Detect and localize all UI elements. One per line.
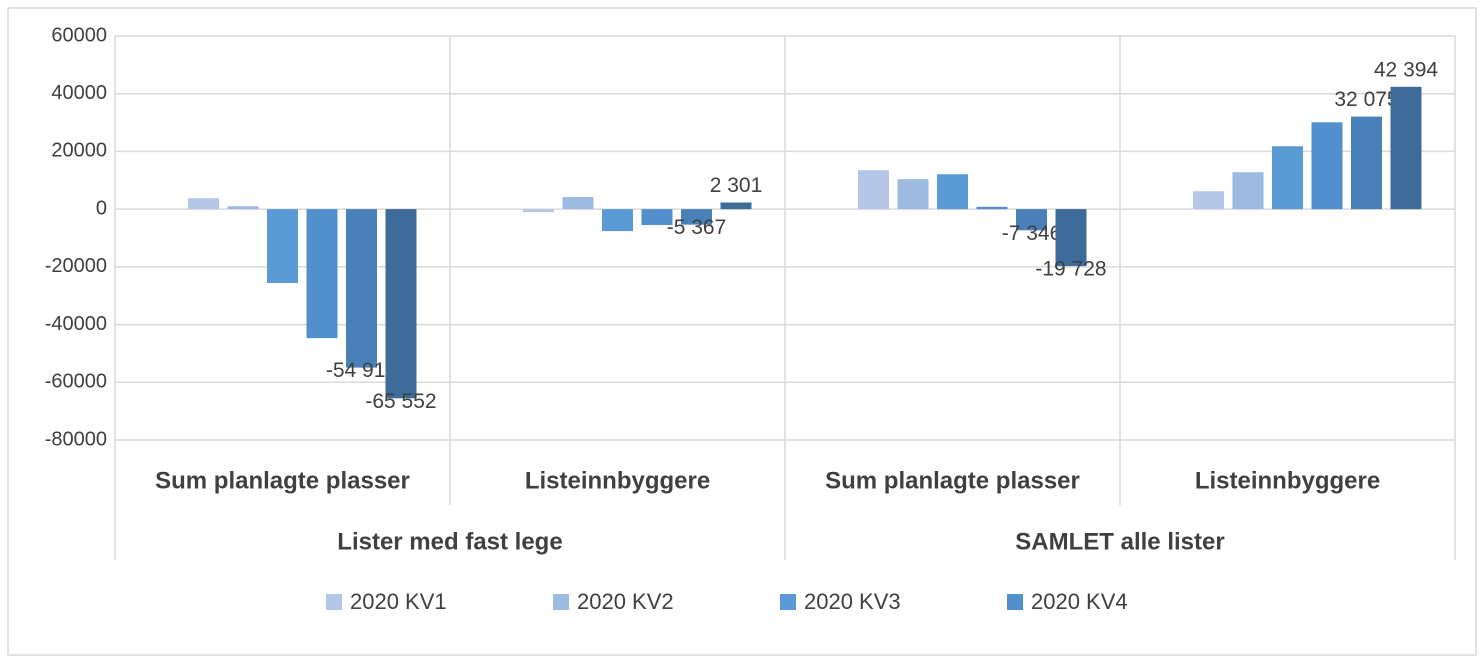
y-tick-label: -20000 xyxy=(45,255,107,277)
legend-swatch xyxy=(553,594,569,610)
value-label: 32 075 xyxy=(1334,88,1398,111)
bar xyxy=(562,197,594,210)
bar xyxy=(720,202,752,210)
group-label: SAMLET alle lister xyxy=(1015,528,1224,555)
value-label: 42 394 xyxy=(1374,58,1439,81)
y-tick-label: 0 xyxy=(96,197,107,219)
bar xyxy=(897,179,929,210)
x-tick-label: Sum planlagte plasser xyxy=(825,467,1080,494)
bar xyxy=(227,206,259,210)
bar xyxy=(1016,209,1047,231)
bar xyxy=(641,209,673,226)
x-tick-label: Listeinnbyggere xyxy=(1195,467,1380,494)
legend-label: 2020 KV2 xyxy=(577,589,674,614)
legend-label: 2020 KV4 xyxy=(1031,589,1128,614)
bar xyxy=(523,209,554,213)
bar xyxy=(1232,172,1264,210)
bar xyxy=(188,198,219,210)
bar xyxy=(1311,122,1343,210)
value-label: -7 346 xyxy=(1002,222,1062,245)
x-tick-label: Listeinnbyggere xyxy=(525,467,710,494)
value-label: -5 367 xyxy=(667,216,727,239)
bar xyxy=(385,209,417,399)
y-tick-label: -60000 xyxy=(45,371,107,393)
value-label: -65 552 xyxy=(365,390,436,413)
value-label: -54 917 xyxy=(326,359,397,382)
value-label: -19 728 xyxy=(1035,258,1106,281)
bar xyxy=(1390,86,1422,210)
bar xyxy=(602,209,633,232)
y-tick-label: -40000 xyxy=(45,313,107,335)
group-label: Lister med fast lege xyxy=(337,528,562,555)
bar xyxy=(346,209,377,368)
legend-swatch xyxy=(326,594,342,610)
x-tick-label: Sum planlagte plasser xyxy=(155,467,410,494)
bar xyxy=(1272,146,1303,210)
y-tick-label: 60000 xyxy=(51,24,107,46)
bar xyxy=(1193,191,1224,210)
bar xyxy=(858,170,889,210)
chart-frame xyxy=(7,7,1477,656)
legend-label: 2020 KV3 xyxy=(804,589,901,614)
value-label: 2 301 xyxy=(710,174,763,197)
bar xyxy=(1055,209,1087,267)
y-tick-label: 40000 xyxy=(51,82,107,104)
legend-swatch xyxy=(780,594,796,610)
bar xyxy=(681,209,712,225)
bar xyxy=(1351,116,1382,210)
legend-label: 2020 KV1 xyxy=(350,589,447,614)
legend-swatch xyxy=(1007,594,1023,610)
bar xyxy=(976,206,1008,210)
bar xyxy=(267,209,298,284)
y-tick-label: 20000 xyxy=(51,140,107,162)
bar xyxy=(306,209,338,339)
bar xyxy=(937,174,968,210)
y-tick-label: -80000 xyxy=(45,428,107,450)
